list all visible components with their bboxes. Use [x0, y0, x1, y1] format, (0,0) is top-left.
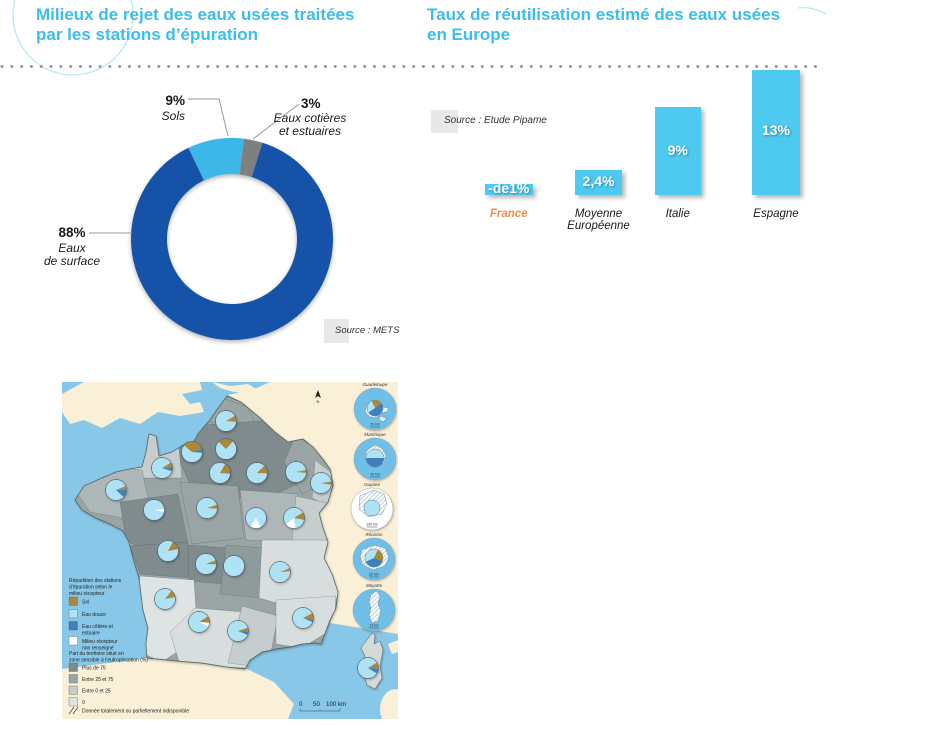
svg-text:Mayotte: Mayotte — [366, 583, 383, 588]
svg-text:zone sensible à l’eutrophisati: zone sensible à l’eutrophisation (%) — [69, 658, 148, 664]
svg-text:50: 50 — [313, 701, 320, 708]
svg-text:Part du territoire situé en: Part du territoire situé en — [69, 651, 124, 657]
svg-text:100 km: 100 km — [366, 523, 378, 527]
svg-text:N: N — [317, 399, 320, 404]
svg-text:Réunion: Réunion — [365, 532, 383, 537]
svg-text:20 km: 20 km — [370, 423, 380, 427]
svg-text:estuaire: estuaire — [82, 631, 100, 637]
svg-text:Entre 0 et 25: Entre 0 et 25 — [82, 689, 111, 695]
svg-text:Guyane: Guyane — [364, 482, 381, 487]
svg-text:Milieu récepteur: Milieu récepteur — [82, 639, 118, 645]
svg-text:milieu récepteur: milieu récepteur — [69, 591, 105, 597]
svg-text:0: 0 — [82, 700, 85, 706]
svg-text:d’épuration selon le: d’épuration selon le — [69, 585, 113, 591]
svg-text:Sol: Sol — [82, 600, 89, 606]
svg-text:100 km: 100 km — [326, 701, 346, 708]
svg-text:Martinique: Martinique — [364, 432, 386, 437]
svg-text:Donnée totalement ou partielle: Donnée totalement ou partiellement indis… — [82, 709, 189, 715]
svg-text:Eau douce: Eau douce — [82, 612, 106, 618]
svg-text:0: 0 — [299, 701, 303, 708]
svg-text:13 km: 13 km — [369, 624, 379, 628]
svg-text:Entre 25 et 75: Entre 25 et 75 — [82, 677, 114, 683]
svg-text:non renseigné: non renseigné — [82, 646, 114, 652]
svg-text:Guadeloupe: Guadeloupe — [362, 382, 387, 387]
svg-text:20 km: 20 km — [370, 473, 380, 477]
svg-text:Eau côtière et: Eau côtière et — [82, 624, 113, 630]
svg-text:Répartition des stations: Répartition des stations — [69, 578, 122, 584]
svg-text:20 km: 20 km — [369, 573, 379, 577]
svg-text:Plus de 75: Plus de 75 — [82, 666, 106, 672]
